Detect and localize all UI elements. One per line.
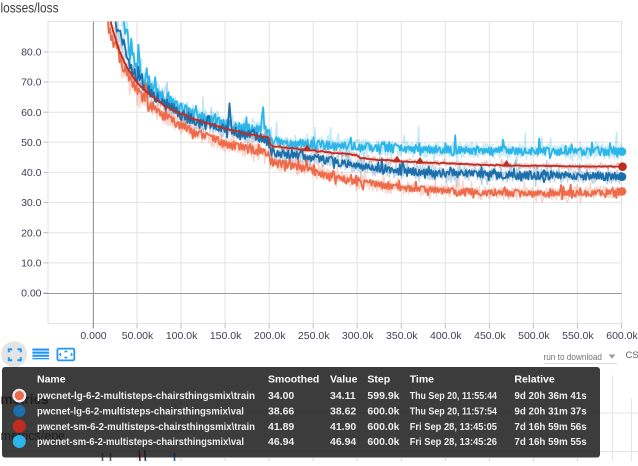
svg-text:38.62: 38.62: [330, 406, 356, 418]
svg-text:450.0k: 450.0k: [474, 330, 506, 342]
svg-text:38.66: 38.66: [268, 406, 294, 418]
svg-text:350.0k: 350.0k: [386, 330, 418, 342]
svg-text:50.0: 50.0: [21, 137, 42, 149]
svg-text:200.0k: 200.0k: [254, 330, 286, 342]
svg-text:20.0: 20.0: [21, 227, 42, 239]
svg-text:150.0k: 150.0k: [210, 330, 242, 342]
svg-text:9d 20h 36m 41s: 9d 20h 36m 41s: [514, 390, 586, 402]
svg-text:80.0: 80.0: [21, 47, 42, 59]
svg-text:Value: Value: [330, 373, 358, 385]
svg-text:50.00k: 50.00k: [122, 330, 154, 342]
svg-text:599.9k: 599.9k: [367, 390, 399, 402]
svg-text:30.0: 30.0: [21, 197, 42, 209]
svg-text:10.0: 10.0: [21, 258, 42, 270]
svg-text:250.0k: 250.0k: [298, 330, 330, 342]
svg-text:9d 20h 31m 37s: 9d 20h 31m 37s: [514, 406, 586, 418]
svg-text:7d 16h 59m 56s: 7d 16h 59m 56s: [514, 421, 586, 433]
svg-text:pwcnet-sm-6-2-multisteps-chair: pwcnet-sm-6-2-multisteps-chairsthingsmix…: [37, 421, 255, 433]
svg-text:Time: Time: [410, 373, 434, 385]
svg-text:550.0k: 550.0k: [562, 330, 594, 342]
svg-text:100.0k: 100.0k: [166, 330, 198, 342]
svg-text:34.11: 34.11: [330, 390, 356, 402]
svg-text:40.0: 40.0: [21, 167, 42, 179]
svg-text:pwcnet-lg-6-2-multisteps-chair: pwcnet-lg-6-2-multisteps-chairsthingsmix…: [37, 390, 255, 402]
svg-text:600.0k: 600.0k: [367, 406, 399, 418]
svg-text:46.94: 46.94: [330, 436, 356, 448]
svg-text:Thu Sep 20, 11:57:54: Thu Sep 20, 11:57:54: [410, 406, 497, 418]
svg-text:run to download: run to download: [544, 352, 603, 363]
svg-text:500.0k: 500.0k: [518, 330, 550, 342]
svg-text:CSV: CSV: [626, 350, 638, 361]
svg-text:41.89: 41.89: [268, 421, 294, 433]
svg-text:pwcnet-sm-6-2-multisteps-chair: pwcnet-sm-6-2-multisteps-chairsthingsmix…: [37, 436, 244, 448]
svg-text:70.0: 70.0: [21, 77, 42, 89]
svg-text:Smoothed: Smoothed: [268, 373, 319, 385]
svg-text:losses/loss: losses/loss: [1, 0, 59, 16]
svg-text:Relative: Relative: [514, 373, 554, 385]
svg-text:0.00: 0.00: [21, 288, 42, 300]
svg-text:Thu Sep 20, 11:55:44: Thu Sep 20, 11:55:44: [410, 390, 497, 402]
svg-text:Fri Sep 28, 13:45:26: Fri Sep 28, 13:45:26: [410, 436, 497, 448]
svg-text:pwcnet-lg-6-2-multisteps-chair: pwcnet-lg-6-2-multisteps-chairsthingsmix…: [37, 406, 244, 418]
svg-text:Step: Step: [367, 373, 390, 385]
svg-text:46.94: 46.94: [268, 436, 294, 448]
svg-text:400.0k: 400.0k: [430, 330, 462, 342]
svg-text:34.00: 34.00: [268, 390, 294, 402]
svg-text:41.90: 41.90: [330, 421, 356, 433]
svg-text:7d 16h 59m 55s: 7d 16h 59m 55s: [514, 436, 586, 448]
svg-text:60.0: 60.0: [21, 107, 42, 119]
svg-text:0.000: 0.000: [80, 330, 106, 342]
svg-text:Fri Sep 28, 13:45:05: Fri Sep 28, 13:45:05: [410, 421, 497, 433]
svg-text:600.0k: 600.0k: [367, 421, 399, 433]
svg-text:300.0k: 300.0k: [342, 330, 374, 342]
svg-text:600.0k: 600.0k: [367, 436, 399, 448]
svg-text:Name: Name: [37, 373, 66, 385]
svg-text:600.0k: 600.0k: [606, 330, 638, 342]
